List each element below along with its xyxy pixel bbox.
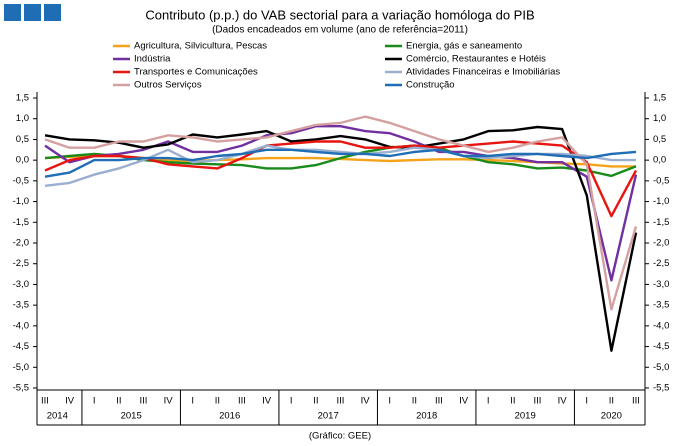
y2-tick-label: 1,0 bbox=[653, 113, 666, 124]
series-line bbox=[44, 148, 637, 178]
y2-tick-label: 0,5 bbox=[653, 134, 666, 145]
x-tick-label: III bbox=[238, 396, 246, 407]
y-tick-label: -1,0 bbox=[13, 196, 29, 207]
x-tick-label: II bbox=[412, 396, 417, 407]
y-tick-label: -0,5 bbox=[13, 175, 29, 186]
series-line bbox=[44, 125, 638, 282]
x-tick-label: III bbox=[632, 396, 640, 407]
legend-label: Outros Serviços bbox=[134, 80, 202, 91]
y2-tick-label: -2,0 bbox=[653, 238, 669, 249]
y2-tick-label: -2,5 bbox=[653, 258, 669, 269]
y2-tick-label: -5,5 bbox=[653, 383, 669, 394]
y2-tick-label: -5,0 bbox=[653, 362, 669, 373]
chart-subtitle: (Dados encadeados em volume (ano de refe… bbox=[212, 25, 468, 36]
x-tick-label: I bbox=[585, 396, 588, 407]
y-tick-label: -3,0 bbox=[13, 279, 29, 290]
x-tick-label: II bbox=[313, 396, 318, 407]
y-tick-label: -5,5 bbox=[13, 383, 29, 394]
y-tick-label: -3,5 bbox=[13, 300, 29, 311]
series-line bbox=[44, 125, 638, 352]
x-tick-label: III bbox=[534, 396, 542, 407]
y2-tick-label: -3,0 bbox=[653, 279, 669, 290]
x-tick-label: III bbox=[435, 396, 443, 407]
y2-tick-label: -1,5 bbox=[653, 217, 669, 228]
y-tick-label: -2,5 bbox=[13, 258, 29, 269]
series-line bbox=[44, 115, 638, 311]
x-tick-label: I bbox=[191, 396, 194, 407]
logo-square bbox=[24, 4, 41, 21]
y-tick-label: 1,0 bbox=[16, 113, 29, 124]
legend-label: Comércio, Restaurantes e Hotéis bbox=[406, 54, 546, 65]
logo-square bbox=[4, 4, 21, 21]
series-line bbox=[44, 144, 637, 178]
legend-label: Indústria bbox=[134, 54, 171, 65]
year-label: 2018 bbox=[416, 411, 437, 422]
logo bbox=[4, 4, 61, 21]
x-tick-label: II bbox=[116, 396, 121, 407]
y-tick-label: -4,0 bbox=[13, 320, 29, 331]
y-tick-label: -5,0 bbox=[13, 362, 29, 373]
y2-tick-label: -4,5 bbox=[653, 341, 669, 352]
legend-label: Agricultura, Silvicultura, Pescas bbox=[134, 41, 267, 52]
x-tick-label: II bbox=[215, 396, 220, 407]
year-label: 2019 bbox=[515, 411, 536, 422]
x-tick-label: I bbox=[93, 396, 96, 407]
legend-label: Energia, gás e saneamento bbox=[406, 41, 522, 52]
legend-label: Atividades Financeiras e Imobiliárias bbox=[406, 67, 560, 78]
x-tick-label: I bbox=[290, 396, 293, 407]
chart-title: Contributo (p.p.) do VAB sectorial para … bbox=[145, 7, 534, 22]
caption: (Gráfico: GEE) bbox=[309, 431, 371, 442]
y2-tick-label: -0,5 bbox=[653, 175, 669, 186]
y2-tick-label: 1,5 bbox=[653, 93, 666, 104]
x-tick-label: IV bbox=[558, 396, 568, 407]
x-tick-label: IV bbox=[164, 396, 174, 407]
year-label: 2014 bbox=[47, 411, 68, 422]
x-tick-label: IV bbox=[361, 396, 371, 407]
y2-tick-label: -4,0 bbox=[653, 320, 669, 331]
y2-tick-label: 0,0 bbox=[653, 155, 666, 166]
x-tick-label: IV bbox=[65, 396, 75, 407]
y-tick-label: -1,5 bbox=[13, 217, 29, 228]
y-tick-label: -2,0 bbox=[13, 238, 29, 249]
x-tick-label: IV bbox=[262, 396, 272, 407]
y2-tick-label: -3,5 bbox=[653, 300, 669, 311]
year-label: 2020 bbox=[601, 411, 622, 422]
x-tick-label: IV bbox=[459, 396, 469, 407]
x-tick-label: I bbox=[487, 396, 490, 407]
legend-label: Transportes e Comunicações bbox=[134, 67, 258, 78]
legend-label: Construção bbox=[406, 80, 455, 91]
x-tick-label: II bbox=[510, 396, 515, 407]
logo-square bbox=[44, 4, 61, 21]
x-tick-label: I bbox=[388, 396, 391, 407]
y-tick-label: -4,5 bbox=[13, 341, 29, 352]
x-tick-label: III bbox=[337, 396, 345, 407]
y-tick-label: 0,5 bbox=[16, 134, 29, 145]
x-tick-label: II bbox=[609, 396, 614, 407]
y-tick-label: 1,5 bbox=[16, 93, 29, 104]
y2-tick-label: -1,0 bbox=[653, 196, 669, 207]
x-tick-label: III bbox=[41, 396, 49, 407]
year-label: 2015 bbox=[121, 411, 142, 422]
x-tick-label: III bbox=[140, 396, 148, 407]
year-label: 2016 bbox=[219, 411, 240, 422]
y-tick-label: 0,0 bbox=[16, 155, 29, 166]
year-label: 2017 bbox=[318, 411, 339, 422]
